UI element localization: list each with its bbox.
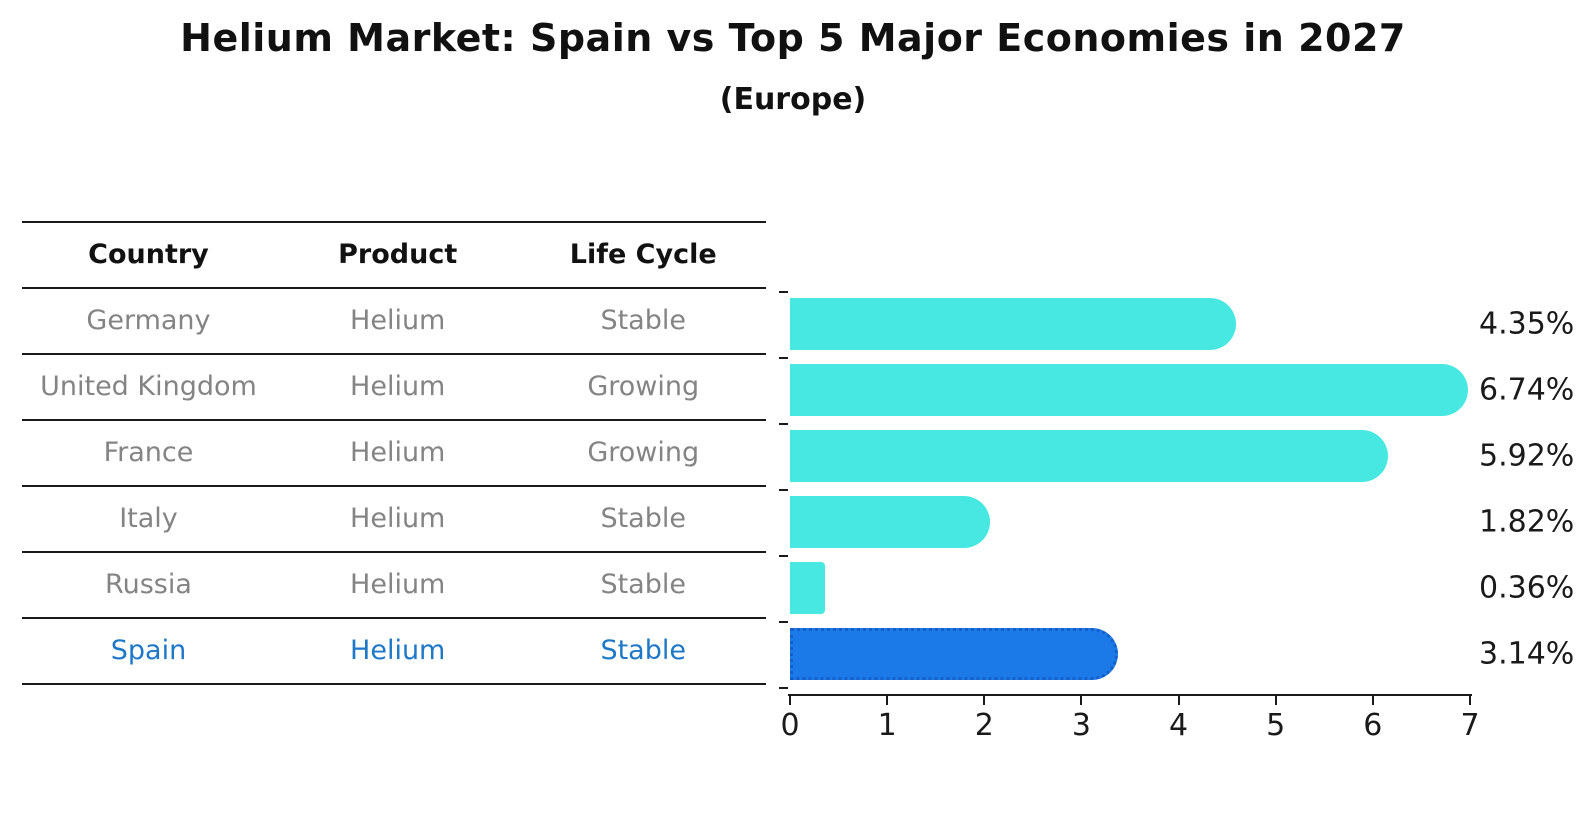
x-axis-tick-label: 5 bbox=[1266, 708, 1286, 743]
chart-title: Helium Market: Spain vs Top 5 Major Econ… bbox=[180, 16, 1406, 60]
table-cell: Growing bbox=[587, 437, 700, 468]
chart-subtitle: (Europe) bbox=[719, 82, 867, 117]
x-axis-tick-label: 6 bbox=[1363, 708, 1383, 743]
table-cell: Germany bbox=[86, 305, 211, 336]
table-cell: Life Cycle bbox=[569, 239, 717, 270]
table-row-spain: Spain Helium Stable bbox=[22, 619, 766, 685]
value-label-france: 5.92% bbox=[1479, 438, 1575, 474]
table-cell: Helium bbox=[350, 503, 446, 534]
x-axis-tick bbox=[789, 696, 791, 705]
x-axis-tick bbox=[1274, 696, 1277, 705]
value-label-spain: 3.14% bbox=[1479, 636, 1575, 672]
x-axis-tick bbox=[983, 696, 986, 705]
x-axis-tick bbox=[1080, 696, 1083, 705]
table-cell: United Kingdom bbox=[40, 371, 257, 402]
x-axis-tick bbox=[1371, 696, 1374, 705]
x-axis-tick-label: 0 bbox=[780, 708, 800, 743]
table-cell: Helium bbox=[350, 371, 446, 402]
table-row-united-kingdom: United Kingdom Helium Growing bbox=[22, 355, 766, 421]
country-table: Country Product Life Cycle Germany Helium Sta… bbox=[22, 221, 766, 685]
bar-france bbox=[790, 430, 1388, 482]
table-cell: Helium bbox=[350, 569, 446, 600]
y-axis-tick bbox=[779, 357, 788, 359]
x-axis-tick bbox=[1469, 696, 1471, 705]
x-axis-tick-label: 2 bbox=[974, 708, 994, 743]
bar-spain bbox=[790, 628, 1118, 680]
x-axis-tick bbox=[1177, 696, 1180, 705]
table-cell: Helium bbox=[350, 305, 446, 336]
table-header-row: Country Product Life Cycle bbox=[22, 223, 766, 289]
x-axis-line bbox=[788, 694, 1472, 696]
table-cell: Italy bbox=[119, 503, 178, 534]
table-row-france: France Helium Growing bbox=[22, 421, 766, 487]
table-cell: Russia bbox=[105, 569, 192, 600]
table-cell: Stable bbox=[600, 305, 686, 336]
table-cell: Product bbox=[338, 239, 458, 270]
table-cell: France bbox=[103, 437, 194, 468]
value-label-united-kingdom: 6.74% bbox=[1479, 372, 1575, 408]
y-axis-tick bbox=[779, 687, 788, 689]
bar-united-kingdom bbox=[790, 364, 1468, 416]
y-axis-tick bbox=[779, 555, 788, 557]
x-axis-tick-label: 4 bbox=[1169, 708, 1189, 743]
bar-germany bbox=[790, 298, 1236, 350]
x-axis-tick bbox=[886, 696, 889, 705]
table-cell: Helium bbox=[350, 635, 446, 666]
y-axis-tick bbox=[779, 423, 788, 425]
table-cell: Stable bbox=[600, 635, 686, 666]
x-axis-tick-label: 7 bbox=[1460, 708, 1480, 743]
table-row-italy: Italy Helium Stable bbox=[22, 487, 766, 553]
bar-italy bbox=[790, 496, 990, 548]
x-axis-tick-label: 3 bbox=[1071, 708, 1091, 743]
bar-russia bbox=[790, 562, 825, 614]
table-cell: Country bbox=[88, 239, 209, 270]
x-axis-tick-label: 1 bbox=[877, 708, 897, 743]
table-row-germany: Germany Helium Stable bbox=[22, 289, 766, 355]
y-axis-tick bbox=[779, 489, 788, 491]
y-axis-tick bbox=[779, 621, 788, 623]
table-cell: Spain bbox=[110, 635, 187, 666]
value-label-germany: 4.35% bbox=[1479, 306, 1575, 342]
table-cell: Helium bbox=[350, 437, 446, 468]
table-cell: Growing bbox=[587, 371, 700, 402]
table-cell: Stable bbox=[600, 569, 686, 600]
table-cell: Stable bbox=[600, 503, 686, 534]
value-label-russia: 0.36% bbox=[1479, 570, 1575, 606]
table-row-russia: Russia Helium Stable bbox=[22, 553, 766, 619]
y-axis-tick bbox=[779, 291, 788, 293]
value-label-italy: 1.82% bbox=[1479, 504, 1575, 540]
